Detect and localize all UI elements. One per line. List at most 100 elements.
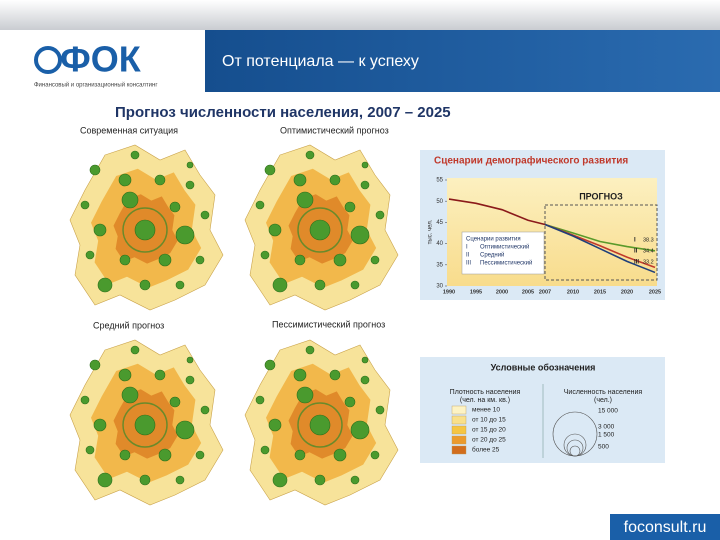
map-city (264, 359, 276, 371)
map-city (264, 164, 276, 176)
map-city (89, 164, 101, 176)
density-title: Плотность населения (450, 389, 521, 396)
legend-marker: I (466, 245, 468, 251)
map-city (169, 396, 181, 408)
size-label: 1 500 (598, 432, 615, 439)
map-city (294, 254, 306, 266)
logo-caption: Финансовый и организационный консалтинг (34, 82, 158, 89)
map-city (255, 395, 265, 405)
y-tick-label: 50 (436, 199, 443, 205)
map-city (268, 223, 282, 237)
density-swatch (451, 435, 467, 445)
map-city (175, 420, 195, 440)
map-ring (122, 402, 168, 448)
map-city (260, 445, 270, 455)
map-city (85, 445, 95, 455)
map-ring (297, 207, 343, 253)
end-marker: III (634, 260, 639, 266)
map-city (154, 369, 166, 381)
value-label: 33.2 (643, 259, 654, 265)
chart-title: Сценарии демографического развития (434, 155, 628, 167)
map-city (93, 223, 107, 237)
x-tick-label: 2007 (539, 289, 551, 295)
density-label: от 10 до 15 (472, 417, 506, 424)
map-city (118, 173, 132, 187)
logo-mark (34, 46, 62, 74)
header-band (205, 30, 720, 92)
map-city (294, 449, 306, 461)
series-line (544, 223, 656, 252)
map-city (139, 474, 151, 486)
map-city (360, 180, 370, 190)
y-tick-label: 45 (436, 220, 443, 226)
size-circle (569, 445, 581, 457)
map-city (175, 475, 185, 485)
density-label: от 15 до 20 (472, 427, 506, 434)
legend-label: Пессимистический (480, 260, 532, 267)
map-city (350, 420, 370, 440)
series-line (544, 223, 656, 274)
map (69, 339, 224, 506)
size-label: 500 (598, 444, 609, 451)
series-line (448, 198, 546, 226)
map-city (119, 254, 131, 266)
map-city (350, 225, 370, 245)
y-tick-label: 35 (436, 262, 443, 268)
map-city (169, 201, 181, 213)
map-city (93, 418, 107, 432)
map-city (272, 277, 288, 293)
map-city (121, 191, 139, 209)
map-city (195, 255, 205, 265)
density-label: от 20 до 25 (472, 437, 506, 444)
slide-title: Прогноз численности населения, 2007 – 20… (115, 104, 451, 121)
map-city (175, 280, 185, 290)
density-swatch (451, 425, 467, 435)
map-city (130, 345, 140, 355)
chart-legend (461, 231, 545, 275)
map-city (134, 414, 156, 436)
map-city (293, 173, 307, 187)
map-city (158, 253, 172, 267)
map-city (139, 279, 151, 291)
map-city (154, 174, 166, 186)
map-city (314, 474, 326, 486)
end-marker: II (634, 249, 638, 255)
footer: foconsult.ru (624, 519, 707, 536)
x-tick-label: 2000 (496, 289, 508, 295)
density-swatch (451, 445, 467, 455)
map-city (80, 200, 90, 210)
map-city (344, 201, 356, 213)
map-city (309, 414, 331, 436)
tagline: От потенциала — к успеху (222, 53, 419, 70)
map-city (200, 405, 210, 415)
map-city (185, 180, 195, 190)
map-city (255, 200, 265, 210)
map-city (195, 450, 205, 460)
value-label: 34.4 (643, 248, 654, 254)
population-unit: (чел.) (594, 397, 612, 404)
map-city (296, 386, 314, 404)
y-axis-label: тыс. чел. (428, 219, 434, 244)
x-tick-label: 2015 (594, 289, 606, 295)
map-title: Средний прогноз (93, 320, 164, 330)
map-city (272, 472, 288, 488)
map-title: Пессимистический прогноз (272, 319, 385, 329)
map-city (329, 174, 341, 186)
x-tick-label: 1990 (443, 289, 455, 295)
map (69, 144, 224, 311)
map (244, 339, 399, 506)
map-city (130, 150, 140, 160)
map-city (158, 448, 172, 462)
map-city (186, 356, 194, 364)
density-swatch (451, 415, 467, 425)
map-city (80, 395, 90, 405)
density-swatch (451, 405, 467, 415)
map (244, 144, 399, 311)
map-city (185, 375, 195, 385)
x-tick-label: 2020 (621, 289, 633, 295)
map-city (97, 277, 113, 293)
map-city (293, 368, 307, 382)
map-city (375, 210, 385, 220)
map-city (85, 250, 95, 260)
